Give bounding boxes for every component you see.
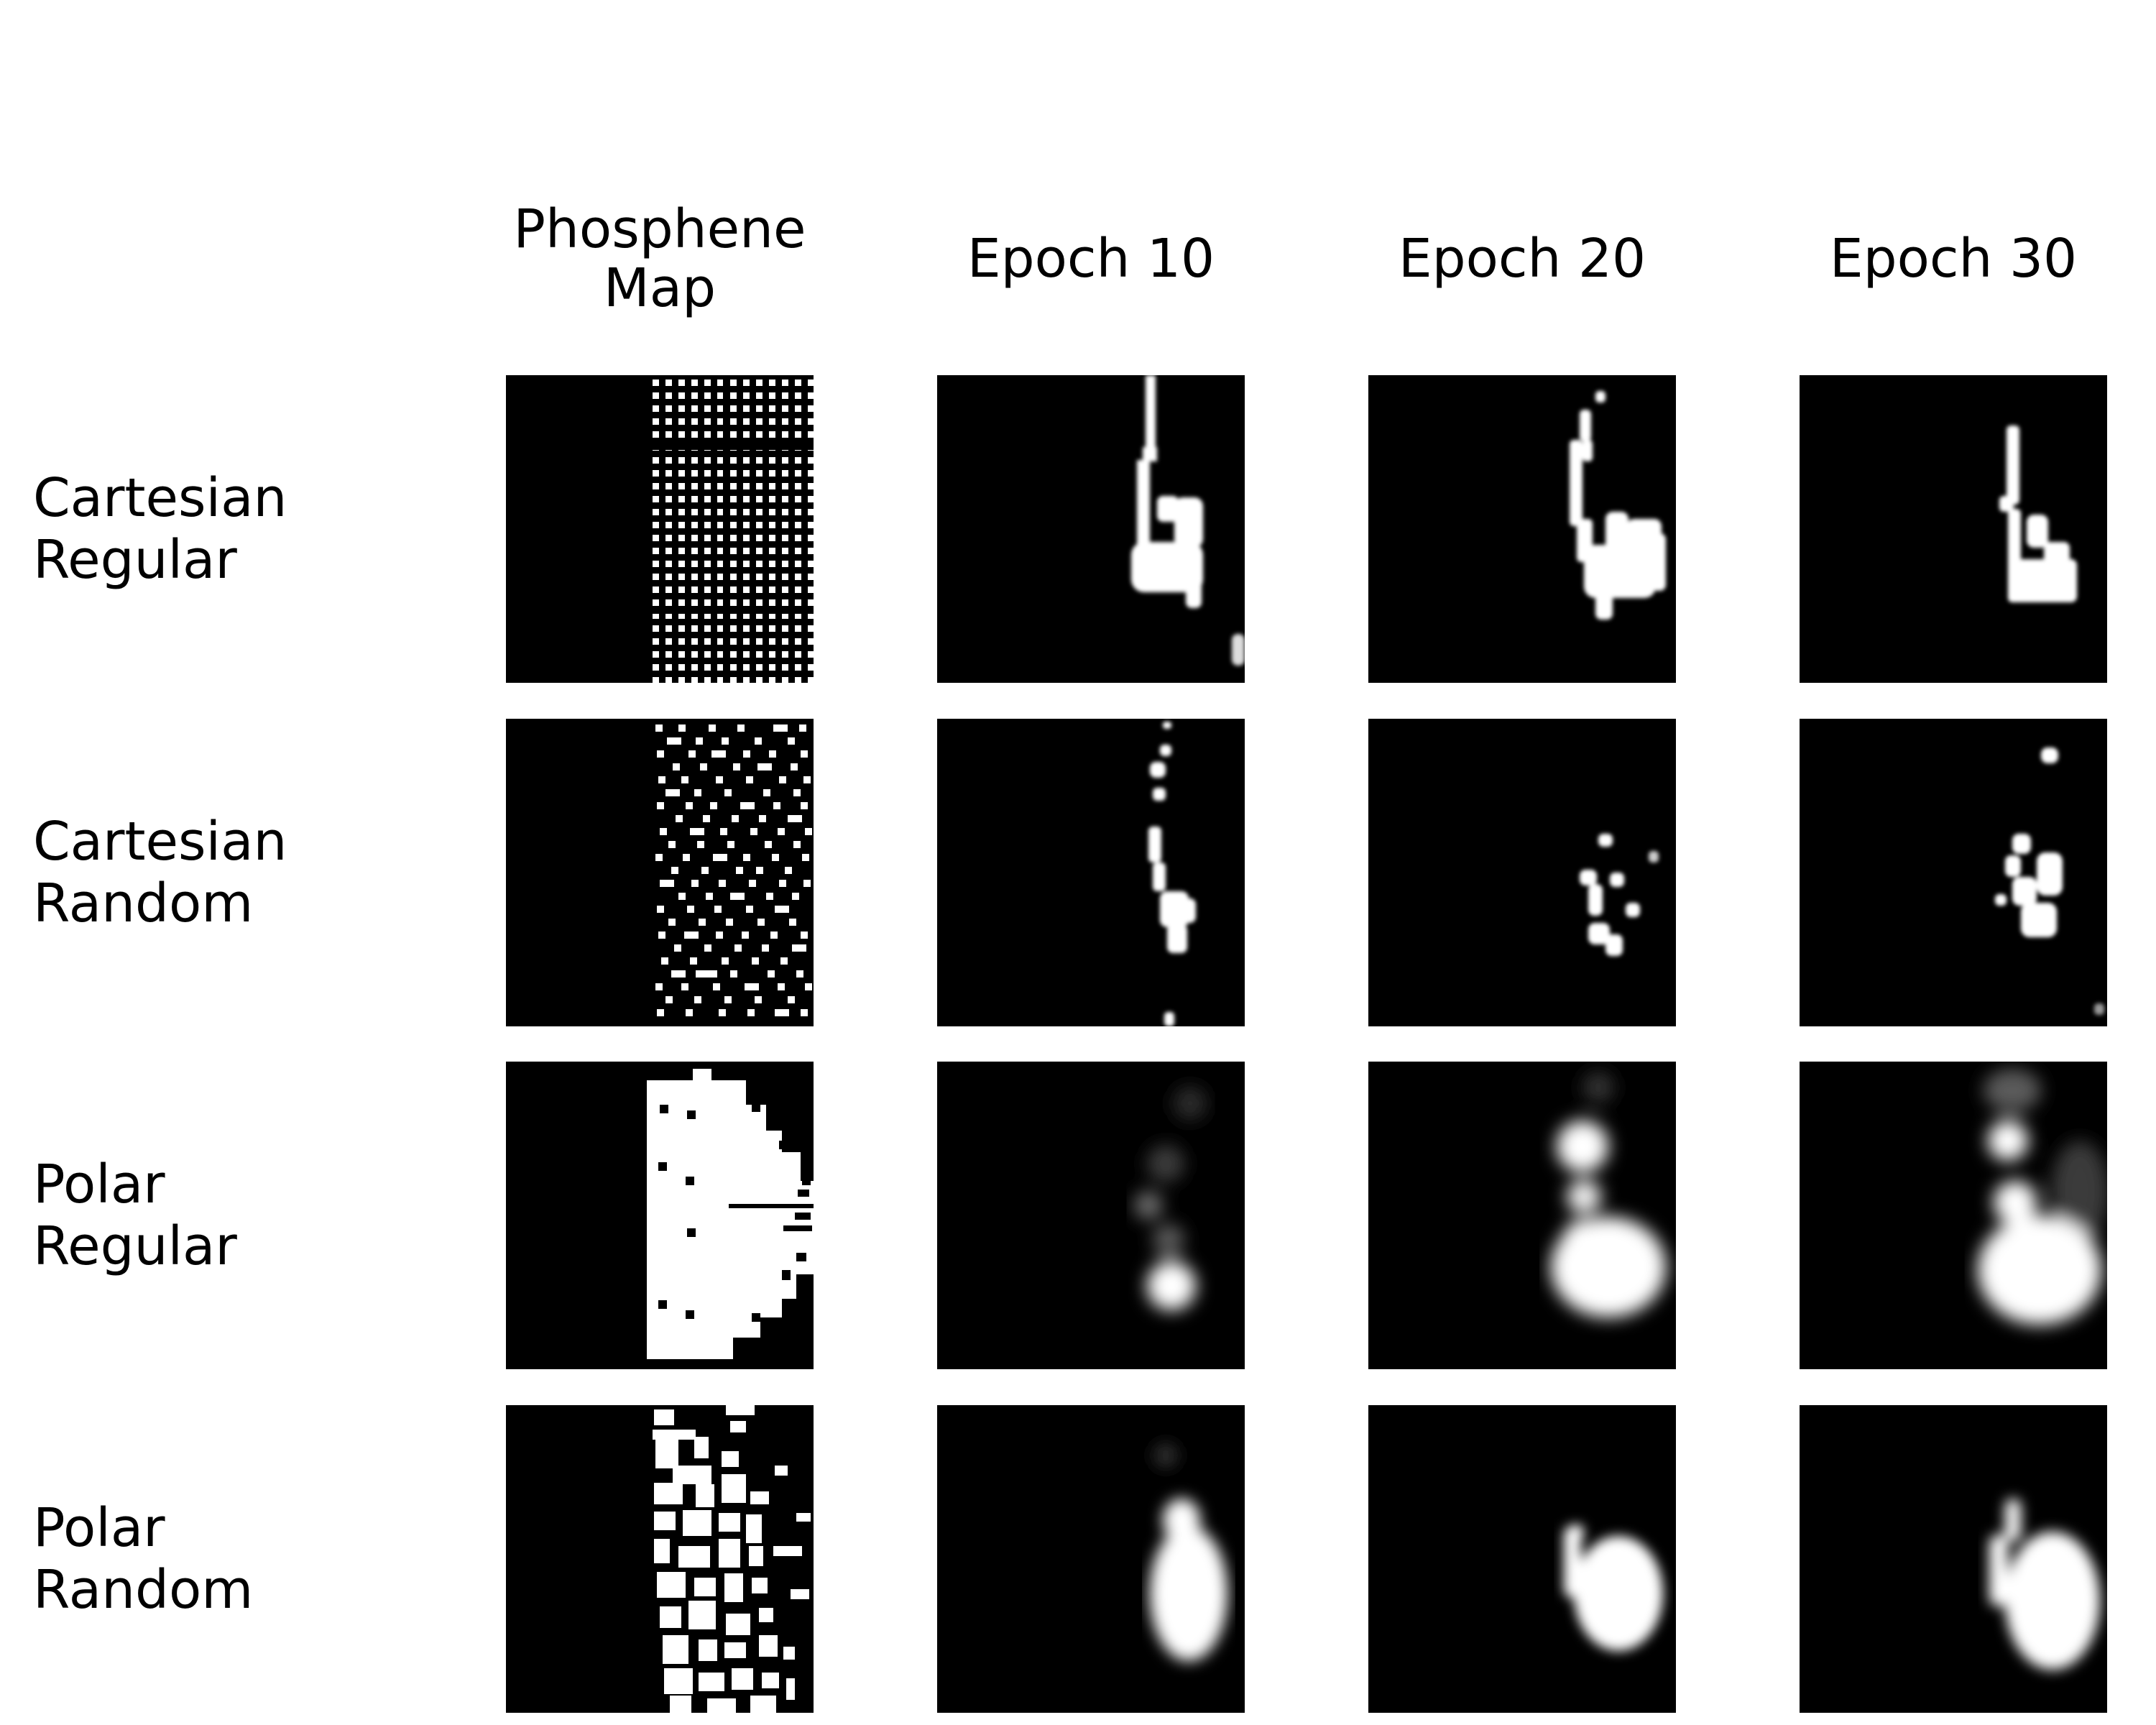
reconstruction-cartesian-random-epoch-20 [1368, 719, 1676, 1026]
phosphene-map-polar-random [506, 1405, 814, 1713]
reconstruction-polar-random-epoch-10 [937, 1405, 1245, 1713]
reconstruction-polar-random-epoch-20 [1368, 1405, 1676, 1713]
reconstruction-polar-regular-epoch-10 [937, 1062, 1245, 1369]
reconstruction-cartesian-random-epoch-30 [1800, 719, 2107, 1026]
phosphene-grid-random [655, 724, 812, 1016]
reconstruction-cartesian-random-epoch-10 [937, 719, 1245, 1026]
reconstruction-polar-regular-epoch-20 [1368, 1062, 1676, 1369]
column-header-phosphene-map: Phosphene Map [513, 198, 806, 319]
column-header-epoch-20: Epoch 20 [1398, 228, 1646, 290]
reconstruction-cartesian-regular-epoch-10 [937, 375, 1245, 683]
row-label-polar-regular: Polar Regular [33, 1154, 237, 1277]
phosphene-grid-polar-regular [647, 1069, 814, 1359]
phosphene-map-cartesian-random [506, 719, 814, 1026]
reconstruction-cartesian-regular-epoch-20 [1368, 375, 1676, 683]
phosphene-map-polar-regular [506, 1062, 814, 1369]
reconstruction-cartesian-regular-epoch-30 [1800, 375, 2107, 683]
reconstruction-polar-random-epoch-30 [1800, 1405, 2107, 1713]
row-label-cartesian-random: Cartesian Random [33, 811, 287, 934]
column-header-epoch-10: Epoch 10 [967, 228, 1215, 290]
phosphene-grid-polar-random [653, 1405, 811, 1713]
column-header-epoch-30: Epoch 30 [1829, 228, 2078, 290]
row-label-cartesian-regular: Cartesian Regular [33, 467, 287, 591]
phosphene-map-cartesian-regular [506, 375, 814, 683]
reconstruction-polar-regular-epoch-30 [1800, 1062, 2107, 1369]
phosphene-grid-regular [653, 375, 814, 683]
row-label-polar-random: Polar Random [33, 1497, 254, 1621]
